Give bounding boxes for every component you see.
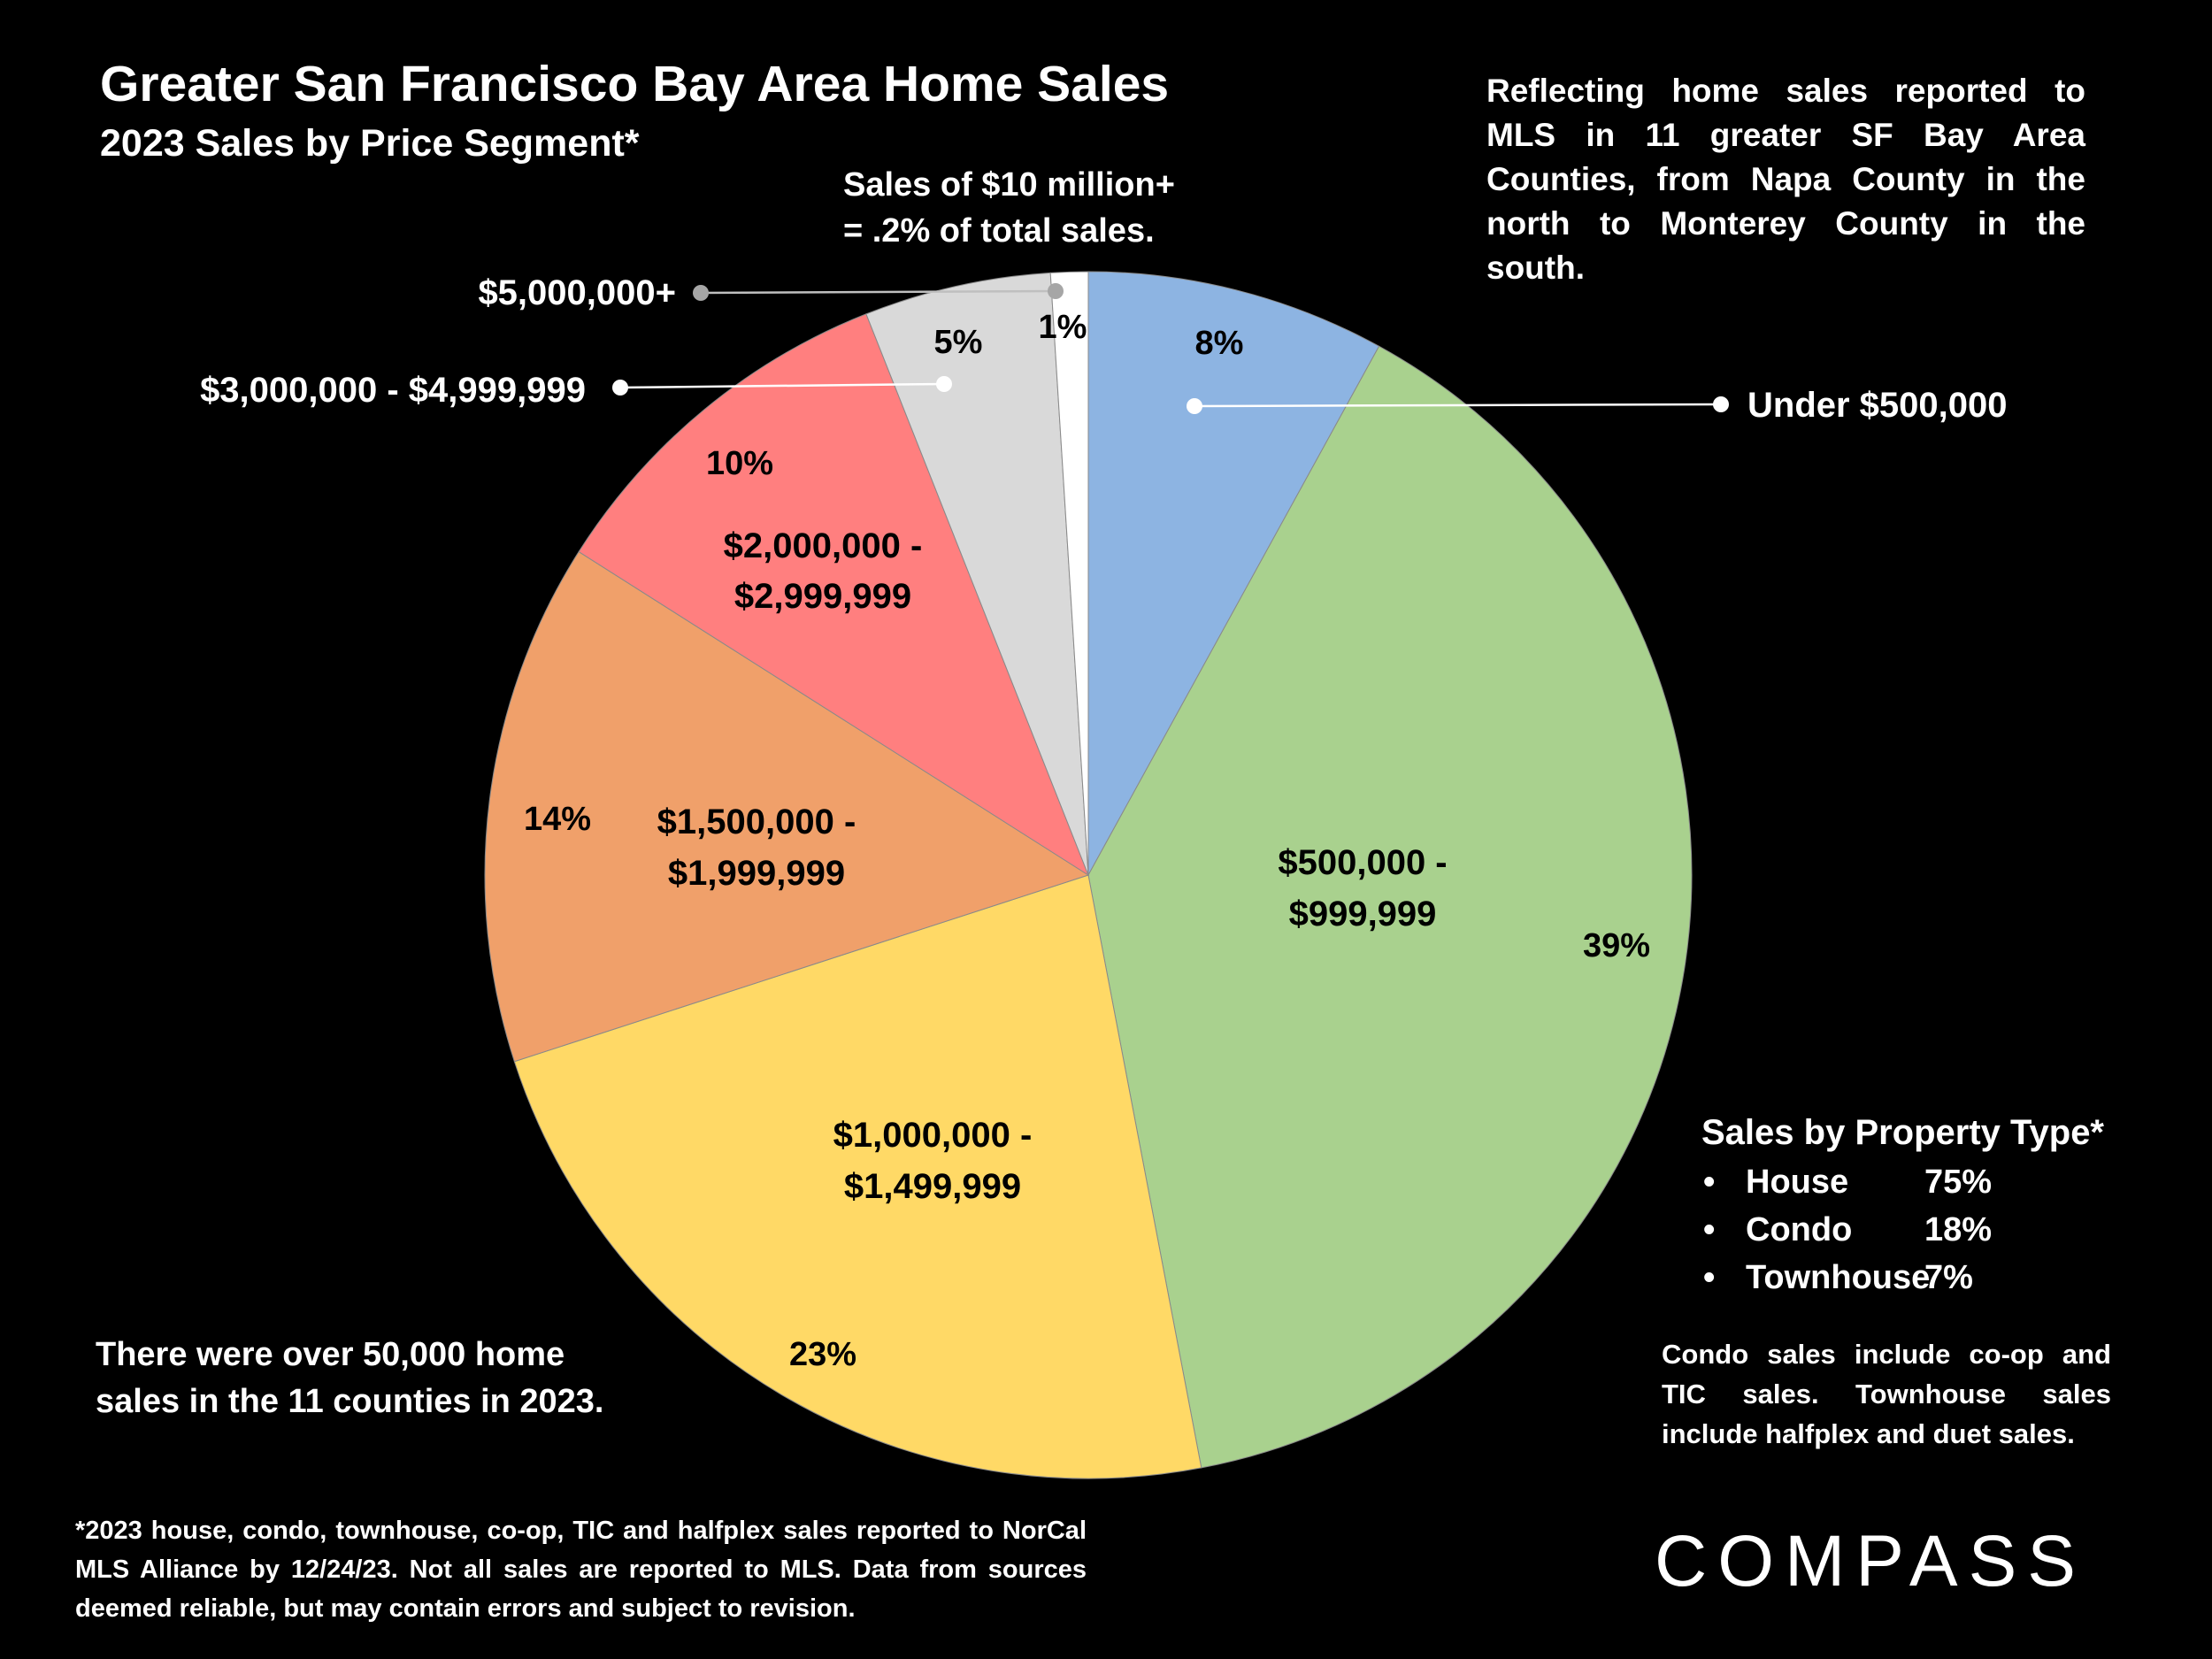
leader-dot — [612, 380, 628, 396]
leader-dot — [1187, 398, 1202, 414]
property-type-title: Sales by Property Type* — [1701, 1113, 2104, 1152]
total-sales-note-line2: sales in the 11 counties in 2023. — [96, 1383, 604, 1420]
slice-name-label: $1,499,999 — [844, 1167, 1021, 1206]
property-type-item: • Townhouse 7% — [1701, 1254, 2104, 1302]
leader-dot — [1713, 396, 1729, 412]
property-type-name: House — [1746, 1164, 1849, 1201]
pie-slice — [1087, 345, 1693, 1469]
slice-name-label: Under $500,000 — [1747, 386, 2008, 425]
property-type-item: • House 75% — [1701, 1158, 2104, 1206]
slice-percent-label: 5% — [934, 324, 983, 361]
condo-townhouse-note: Condo sales include co-op and TIC sales.… — [1662, 1339, 2111, 1449]
leader-dot — [693, 285, 709, 301]
slice-name-label: $1,999,999 — [668, 854, 845, 893]
ten-million-note-line1: Sales of $10 million+ — [843, 166, 1175, 204]
leader-dot — [1048, 283, 1064, 299]
pie-slice — [484, 550, 1090, 1063]
leader-line — [619, 382, 945, 389]
slice-percent-label: 1% — [1039, 309, 1087, 346]
slice-name-label: $500,000 - — [1278, 843, 1447, 882]
slice-name-label: $2,000,000 - — [724, 526, 923, 565]
leader-line — [1194, 403, 1722, 408]
pie-slice — [865, 272, 1089, 876]
slice-percent-label: 39% — [1583, 927, 1650, 964]
slice-name-label: $999,999 — [1289, 895, 1437, 933]
scope-note: Reflecting home sales reported to MLS in… — [1486, 73, 2085, 286]
compass-logo: COMPASS — [1655, 1521, 2086, 1601]
pie-slice — [1087, 271, 1380, 876]
total-sales-note: There were over 50,000 home sales in the… — [96, 1332, 604, 1425]
property-type-item: • Condo 18% — [1701, 1206, 2104, 1254]
slice-name-label: $3,000,000 - $4,999,999 — [200, 371, 586, 410]
pie-slice — [578, 313, 1090, 877]
slice-percent-label: 14% — [524, 801, 591, 838]
slice-percent-label: 8% — [1195, 325, 1244, 362]
property-type-value: 75% — [1924, 1164, 1993, 1201]
bullet: • — [1703, 1164, 1716, 1201]
chart-subtitle: 2023 Sales by Price Segment* — [100, 122, 640, 165]
slice-percent-label: 23% — [789, 1336, 856, 1373]
slice-percent-label: 10% — [706, 445, 773, 482]
ten-million-note-line2: = .2% of total sales. — [843, 212, 1155, 250]
leader-dot — [936, 376, 952, 392]
property-type-value: 7% — [1924, 1259, 1973, 1296]
slice-name-label: $1,000,000 - — [833, 1116, 1033, 1155]
pie-slice — [513, 874, 1202, 1479]
total-sales-note-line1: There were over 50,000 home — [96, 1336, 565, 1373]
slice-name-label: $5,000,000+ — [478, 273, 676, 312]
property-type-name: Condo — [1746, 1211, 1853, 1248]
ten-million-note: Sales of $10 million+ = .2% of total sal… — [843, 162, 1175, 254]
property-type-panel: Sales by Property Type* • House 75% • Co… — [1701, 1113, 2104, 1302]
leader-line — [700, 289, 1056, 295]
bullet: • — [1703, 1211, 1716, 1248]
slice-name-label: $2,999,999 — [734, 577, 911, 616]
chart-title: Greater San Francisco Bay Area Home Sale… — [100, 56, 1170, 112]
bullet: • — [1703, 1259, 1716, 1296]
slice-name-label: $1,500,000 - — [657, 803, 856, 841]
property-type-name: Townhouse — [1746, 1259, 1931, 1296]
property-type-value: 18% — [1924, 1211, 1993, 1248]
footnote: *2023 house, condo, townhouse, co-op, TI… — [75, 1517, 1087, 1623]
pie-slice — [1049, 271, 1089, 876]
